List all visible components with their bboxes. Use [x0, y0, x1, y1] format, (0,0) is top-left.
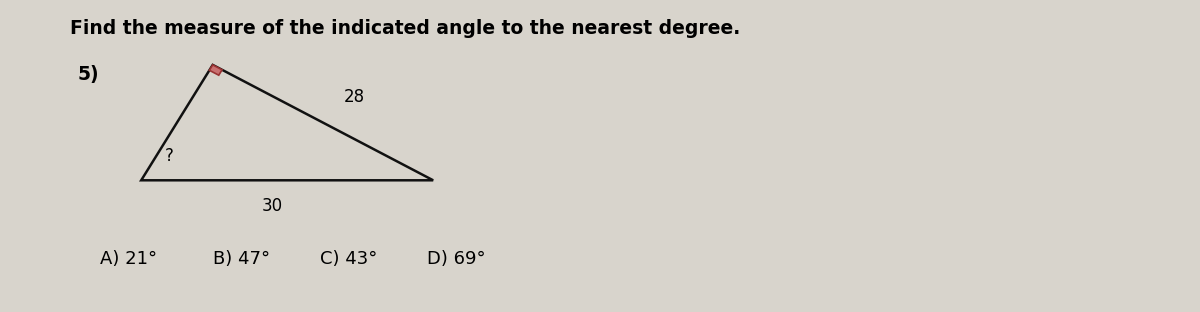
Text: 28: 28	[343, 88, 365, 106]
Text: B) 47°: B) 47°	[212, 250, 270, 268]
Text: 30: 30	[262, 197, 283, 215]
Polygon shape	[209, 65, 222, 75]
Text: 5): 5)	[78, 65, 100, 84]
Text: Find the measure of the indicated angle to the nearest degree.: Find the measure of the indicated angle …	[70, 19, 740, 38]
Text: C) 43°: C) 43°	[320, 250, 377, 268]
Text: ?: ?	[166, 147, 174, 165]
Text: A) 21°: A) 21°	[100, 250, 157, 268]
Text: D) 69°: D) 69°	[427, 250, 486, 268]
